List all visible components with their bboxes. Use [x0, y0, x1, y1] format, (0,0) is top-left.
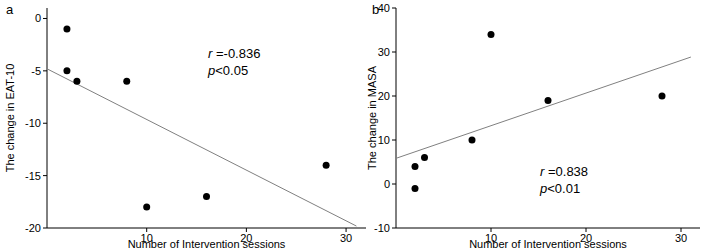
y-tick: [392, 228, 396, 229]
point: [63, 25, 70, 32]
x-axis: [396, 228, 700, 229]
point: [421, 154, 428, 161]
regression-line: [396, 57, 691, 158]
annotation: p<0.05: [207, 63, 248, 78]
y-tick: [43, 228, 47, 229]
annotation: p<0.01: [539, 181, 580, 196]
annotation: r =-0.836: [208, 46, 260, 61]
regression-line: [47, 69, 356, 226]
x-axis-label: Number of Intervention sessions: [469, 238, 627, 250]
point: [545, 97, 552, 104]
annotation-value: <0.01: [547, 181, 580, 196]
y-tick: [43, 175, 47, 176]
chart-root: a 10 20 30 -20 -15 -10 -5 0 Number of Interventio…: [0, 0, 709, 251]
annotation-value: =-0.836: [212, 46, 260, 61]
annotation: r =0.838: [540, 164, 588, 179]
y-tick-label: -5: [31, 65, 41, 77]
annotation-symbol: p: [207, 63, 215, 78]
panel: b102030-10010203040Number of Interventio…: [366, 2, 700, 250]
y-tick-label: 10: [378, 134, 390, 146]
y-tick-label: -10: [374, 222, 390, 234]
y-tick-label: 40: [378, 2, 390, 14]
y-tick-label: 20: [378, 90, 390, 102]
y-tick-label: -10: [25, 117, 41, 129]
y-tick: [43, 70, 47, 71]
point: [659, 93, 666, 100]
y-tick-label: 0: [35, 12, 41, 24]
y-axis: [47, 8, 48, 228]
y-tick-label: -20: [25, 222, 41, 234]
x-tick-label: 30: [675, 232, 687, 244]
point: [469, 137, 476, 144]
point: [323, 162, 330, 169]
panel-label: a: [6, 2, 14, 17]
x-tick-label: 30: [340, 232, 352, 244]
y-tick: [43, 18, 47, 19]
y-tick: [392, 184, 396, 185]
x-axis-label: Number of Intervention sessions: [128, 238, 286, 250]
y-tick: [392, 8, 396, 9]
plot-area: [47, 25, 356, 226]
y-tick: [392, 140, 396, 141]
annotation-symbol: p: [539, 181, 547, 196]
point: [412, 163, 419, 170]
annotation-value: =0.838: [544, 164, 588, 179]
point: [73, 78, 80, 85]
y-axis: [396, 8, 397, 228]
point: [143, 204, 150, 211]
y-tick: [392, 52, 396, 53]
annotation-value: <0.05: [215, 63, 248, 78]
point: [488, 31, 495, 38]
y-axis-label: The change in EAT-10: [4, 64, 16, 173]
y-tick-label: 0: [384, 178, 390, 190]
point: [412, 185, 419, 192]
point: [123, 78, 130, 85]
y-tick: [392, 96, 396, 97]
y-tick-label: 30: [378, 46, 390, 58]
x-axis: [47, 228, 366, 229]
point: [63, 67, 70, 74]
panel: a102030-20-15-10-50Number of Interventio…: [4, 2, 366, 250]
plot-area: [396, 31, 691, 192]
y-tick: [43, 123, 47, 124]
point: [203, 193, 210, 200]
y-tick-label: -15: [25, 170, 41, 182]
y-axis-label: The change in MASA: [366, 65, 378, 170]
